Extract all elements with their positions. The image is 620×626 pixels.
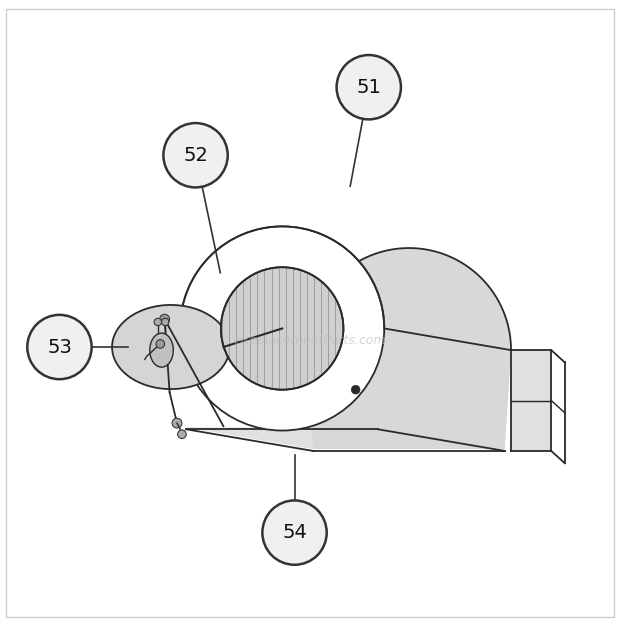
Ellipse shape bbox=[150, 333, 173, 367]
Circle shape bbox=[172, 418, 182, 428]
Polygon shape bbox=[307, 248, 511, 449]
Circle shape bbox=[180, 227, 384, 431]
Circle shape bbox=[221, 267, 343, 390]
Text: 51: 51 bbox=[356, 78, 381, 96]
Circle shape bbox=[337, 55, 401, 120]
Circle shape bbox=[154, 318, 162, 326]
Circle shape bbox=[164, 123, 228, 187]
Polygon shape bbox=[511, 350, 551, 451]
Text: 53: 53 bbox=[47, 337, 72, 357]
Polygon shape bbox=[180, 227, 511, 350]
Circle shape bbox=[156, 339, 165, 348]
Circle shape bbox=[160, 314, 170, 324]
Circle shape bbox=[177, 430, 186, 439]
Ellipse shape bbox=[112, 305, 229, 389]
Polygon shape bbox=[186, 428, 505, 449]
Circle shape bbox=[162, 318, 169, 326]
Circle shape bbox=[352, 386, 360, 394]
Text: eReplacementParts.com: eReplacementParts.com bbox=[234, 334, 386, 347]
Circle shape bbox=[27, 315, 92, 379]
Text: 54: 54 bbox=[282, 523, 307, 542]
Circle shape bbox=[262, 500, 327, 565]
Text: 52: 52 bbox=[183, 146, 208, 165]
